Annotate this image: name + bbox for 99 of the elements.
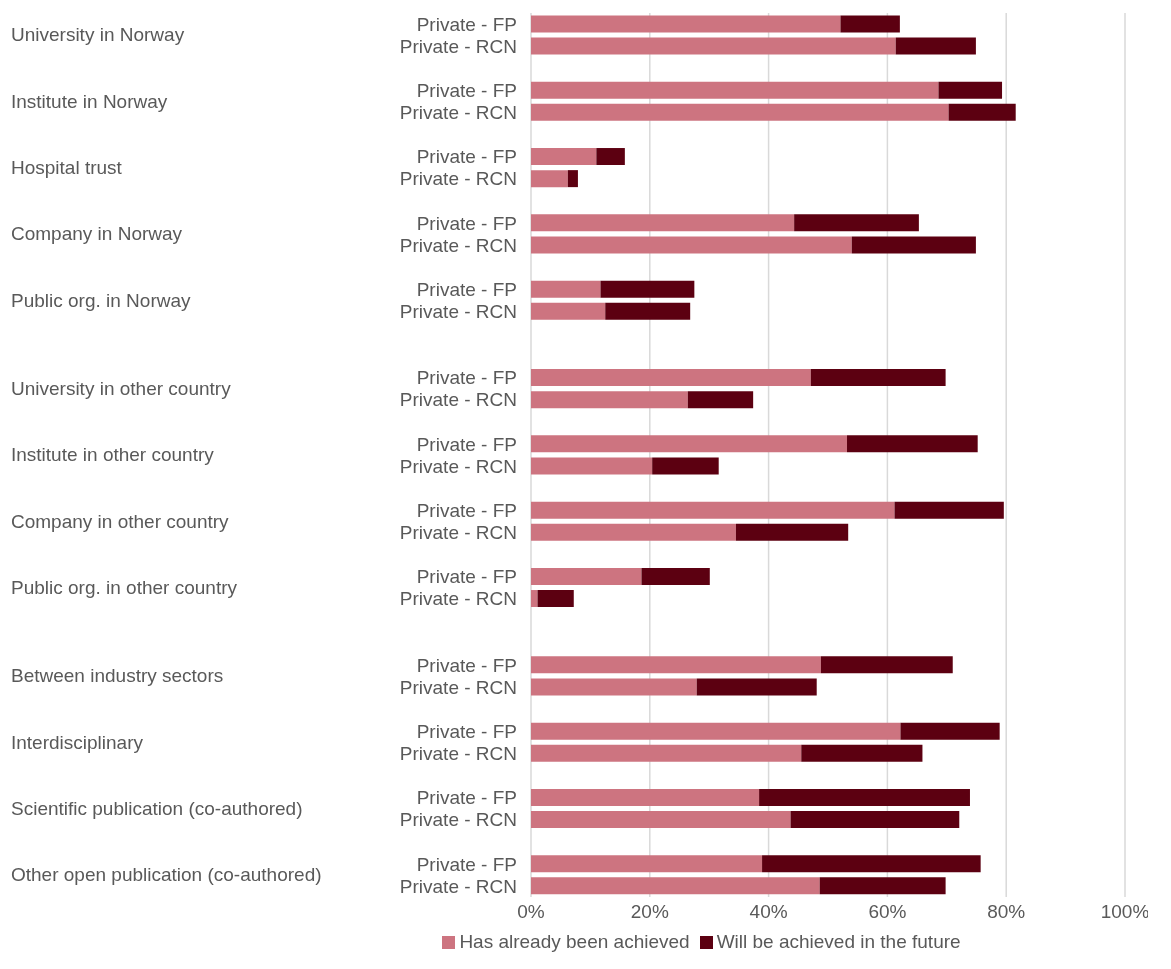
y-tick-label: Private - FP	[416, 787, 517, 809]
text: Institute in other country	[11, 444, 215, 466]
x-tick-label: 40%	[749, 901, 788, 923]
bar	[531, 855, 763, 873]
text: Public org. in Norway	[11, 289, 192, 311]
bar	[531, 15, 841, 33]
bar	[531, 37, 896, 55]
y-tick-label: Private - FP	[416, 212, 517, 234]
bar	[531, 656, 821, 674]
bar	[531, 214, 795, 232]
y-tick-label: Private - RCN	[399, 168, 517, 190]
y-tick-label: Private - RCN	[399, 809, 517, 831]
y-tick-label: Private - FP	[416, 278, 517, 300]
bar	[895, 37, 976, 55]
bar	[531, 170, 568, 188]
text: University in Norway	[11, 24, 185, 46]
bar	[531, 435, 848, 453]
legend-label: Will be achieved in the future	[716, 931, 961, 952]
bar	[531, 678, 697, 696]
bar	[531, 148, 597, 166]
y-tick-label: Private - FP	[416, 654, 517, 676]
y-tick-label: Private - FP	[416, 367, 517, 389]
bar	[531, 722, 901, 740]
bar	[900, 722, 1000, 740]
bar	[840, 15, 900, 33]
y-tick-label: Private - FP	[416, 566, 517, 588]
y-tick-label: Private - RCN	[399, 301, 517, 322]
text: Between industry sectors	[11, 665, 224, 687]
y-tick-label: Private - RCN	[399, 234, 517, 256]
bar	[810, 369, 946, 387]
bar	[735, 523, 849, 541]
bar	[759, 788, 970, 806]
x-tick-label: 80%	[987, 901, 1026, 923]
bar	[847, 435, 978, 453]
y-tick-label: Private - RCN	[399, 743, 517, 764]
bar	[641, 567, 710, 585]
bar	[531, 788, 760, 806]
legend-label: Has already been achieved	[459, 931, 690, 952]
text: Company in other country	[11, 510, 230, 532]
text: Company in Norway	[11, 223, 183, 245]
bar	[531, 590, 538, 608]
bar	[531, 567, 642, 585]
bar	[819, 877, 946, 895]
x-tick-label: 20%	[630, 901, 669, 923]
text: University in other country	[11, 378, 232, 400]
bar	[531, 391, 688, 409]
bar	[567, 170, 578, 188]
y-tick-label: Private - FP	[416, 13, 517, 35]
y-tick-label: Private - RCN	[399, 875, 517, 897]
bar	[531, 81, 939, 99]
bar	[820, 656, 953, 674]
x-tick-label: 100%	[1100, 901, 1150, 923]
bar	[531, 523, 736, 541]
bar	[531, 302, 606, 320]
bar	[531, 811, 791, 829]
bar	[531, 457, 653, 475]
text: Scientific publication (co-authored)	[11, 797, 303, 819]
y-tick-label: Private - RCN	[399, 588, 517, 610]
y-tick-label: Private - FP	[416, 853, 517, 875]
bar	[531, 280, 601, 298]
bar	[687, 391, 754, 409]
y-tick-label: Private - FP	[416, 499, 517, 521]
bar	[948, 103, 1016, 121]
text: Institute in Norway	[11, 90, 168, 112]
bar	[596, 148, 625, 166]
text: Other open publication (co-authored)	[11, 864, 322, 886]
y-tick-label: Private - RCN	[399, 676, 517, 698]
bar	[894, 501, 1004, 519]
text: Public org. in other country	[11, 576, 238, 598]
y-tick-label: Private - FP	[416, 720, 517, 742]
x-tick-label: 60%	[868, 901, 907, 923]
bar	[605, 302, 691, 320]
y-tick-label: Private - RCN	[399, 389, 517, 411]
y-tick-label: Private - FP	[416, 146, 517, 168]
y-tick-label: Private - FP	[416, 433, 517, 455]
y-tick-label: Private - RCN	[399, 522, 517, 543]
bar	[762, 855, 981, 873]
text: Interdisciplinary	[11, 731, 144, 753]
bar	[696, 678, 817, 696]
bar	[531, 236, 852, 254]
bar	[537, 590, 574, 608]
bar	[790, 811, 960, 829]
bar	[531, 103, 949, 121]
bar	[600, 280, 695, 298]
y-tick-label: Private - RCN	[399, 102, 517, 124]
bar	[801, 744, 923, 762]
y-tick-label: Private - FP	[416, 80, 517, 101]
bar	[531, 744, 802, 762]
bar	[531, 877, 820, 895]
text: Hospital trust	[11, 157, 123, 179]
bar	[851, 236, 976, 254]
x-tick-label: 0%	[517, 901, 545, 923]
bar	[531, 369, 811, 387]
bar	[652, 457, 719, 475]
y-tick-label: Private - RCN	[399, 455, 517, 477]
bar	[794, 214, 919, 232]
bar	[531, 501, 895, 519]
y-tick-label: Private - RCN	[399, 35, 517, 57]
bar	[938, 81, 1003, 99]
